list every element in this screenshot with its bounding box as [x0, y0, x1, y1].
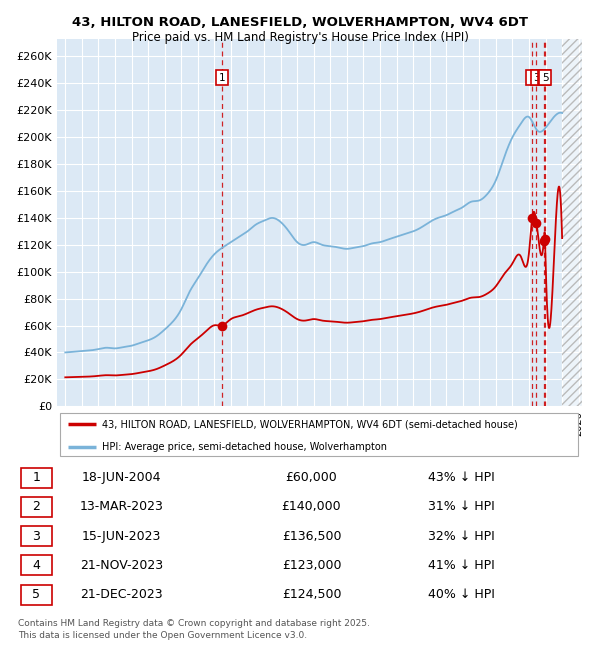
- Text: Contains HM Land Registry data © Crown copyright and database right 2025.
This d: Contains HM Land Registry data © Crown c…: [18, 619, 370, 640]
- Text: £124,500: £124,500: [282, 588, 341, 601]
- FancyBboxPatch shape: [20, 467, 52, 488]
- FancyBboxPatch shape: [20, 555, 52, 575]
- Text: 2: 2: [32, 500, 40, 514]
- Text: 43% ↓ HPI: 43% ↓ HPI: [428, 471, 494, 484]
- Text: 5: 5: [32, 588, 40, 601]
- Text: 43, HILTON ROAD, LANESFIELD, WOLVERHAMPTON, WV4 6DT (semi-detached house): 43, HILTON ROAD, LANESFIELD, WOLVERHAMPT…: [101, 419, 517, 429]
- Text: £140,000: £140,000: [282, 500, 341, 514]
- Text: £123,000: £123,000: [282, 559, 341, 572]
- Text: 43, HILTON ROAD, LANESFIELD, WOLVERHAMPTON, WV4 6DT: 43, HILTON ROAD, LANESFIELD, WOLVERHAMPT…: [72, 16, 528, 29]
- Text: £136,500: £136,500: [282, 530, 341, 543]
- Text: 31% ↓ HPI: 31% ↓ HPI: [428, 500, 494, 514]
- Text: 1: 1: [218, 73, 225, 83]
- FancyBboxPatch shape: [59, 413, 578, 456]
- Text: 13-MAR-2023: 13-MAR-2023: [80, 500, 163, 514]
- Bar: [562, 39, 582, 406]
- Text: 4: 4: [541, 73, 547, 83]
- Text: 3: 3: [533, 73, 540, 83]
- Text: 3: 3: [32, 530, 40, 543]
- Text: 1: 1: [32, 471, 40, 484]
- Text: 18-JUN-2004: 18-JUN-2004: [82, 471, 161, 484]
- Text: £60,000: £60,000: [286, 471, 337, 484]
- Text: 41% ↓ HPI: 41% ↓ HPI: [428, 559, 494, 572]
- FancyBboxPatch shape: [20, 526, 52, 546]
- Bar: [562, 39, 582, 406]
- FancyBboxPatch shape: [20, 584, 52, 604]
- Text: 4: 4: [32, 559, 40, 572]
- Text: 32% ↓ HPI: 32% ↓ HPI: [428, 530, 494, 543]
- Text: 5: 5: [542, 73, 548, 83]
- FancyBboxPatch shape: [20, 497, 52, 517]
- Text: Price paid vs. HM Land Registry's House Price Index (HPI): Price paid vs. HM Land Registry's House …: [131, 31, 469, 44]
- Text: 2: 2: [529, 73, 535, 83]
- Text: 15-JUN-2023: 15-JUN-2023: [82, 530, 161, 543]
- Text: HPI: Average price, semi-detached house, Wolverhampton: HPI: Average price, semi-detached house,…: [101, 441, 386, 452]
- Text: 40% ↓ HPI: 40% ↓ HPI: [428, 588, 495, 601]
- Text: 21-DEC-2023: 21-DEC-2023: [80, 588, 163, 601]
- Text: 21-NOV-2023: 21-NOV-2023: [80, 559, 163, 572]
